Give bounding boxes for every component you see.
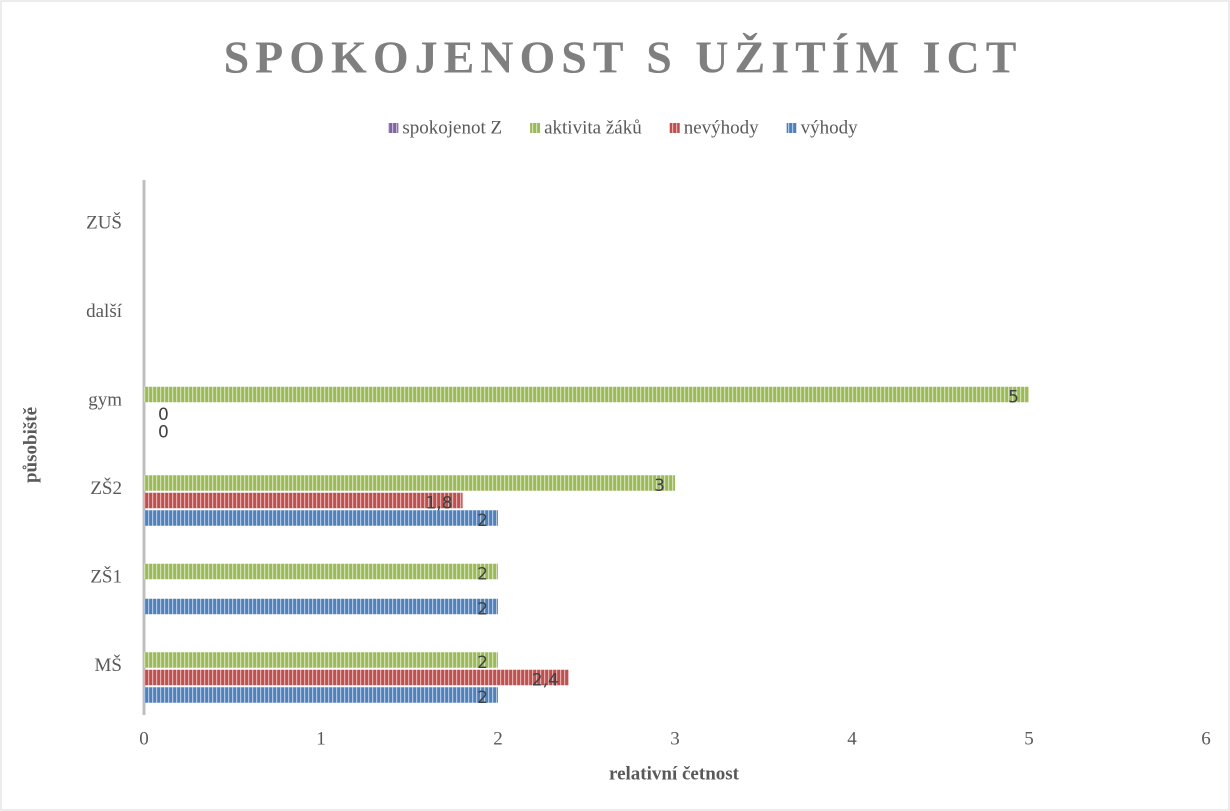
bar xyxy=(144,687,498,703)
bar xyxy=(144,510,498,526)
bar xyxy=(144,598,498,615)
data-label: 0 xyxy=(158,405,169,425)
legend-swatch xyxy=(786,123,797,133)
x-tick-label: 1 xyxy=(316,728,326,749)
y-axis-title: působiště xyxy=(20,407,41,483)
y-tick-label: ZŠ1 xyxy=(90,566,122,588)
data-label: 1,8 xyxy=(426,494,453,514)
legend-label: spokojenot Z xyxy=(402,117,502,138)
data-label: 2 xyxy=(477,653,488,673)
bar xyxy=(144,563,498,580)
chart-title: SPOKOJENOST S UŽITÍM ICT xyxy=(224,32,1023,83)
x-tick-label: 5 xyxy=(1024,728,1034,749)
x-axis-title: relativní četnost xyxy=(609,763,740,784)
x-tick-label: 4 xyxy=(847,728,857,749)
y-tick-label: MŠ xyxy=(95,654,122,676)
legend-swatch xyxy=(669,123,680,133)
bar xyxy=(144,475,675,491)
y-tick-label: gym xyxy=(88,390,122,411)
legend-swatch xyxy=(388,123,399,133)
data-label: 2 xyxy=(477,565,488,585)
data-label: 2 xyxy=(477,688,488,708)
bar xyxy=(144,652,498,668)
legend-swatch xyxy=(530,123,541,133)
data-label: 5 xyxy=(1008,388,1019,408)
legend-label: aktivita žáků xyxy=(544,117,642,138)
data-label: 3 xyxy=(654,476,665,496)
legend-label: výhody xyxy=(801,117,859,138)
bar xyxy=(144,386,1029,403)
y-tick-label: další xyxy=(86,301,123,322)
x-tick-label: 6 xyxy=(1201,728,1211,749)
x-tick-label: 0 xyxy=(139,728,149,749)
bar xyxy=(144,669,569,686)
bar xyxy=(144,492,463,509)
x-tick-label: 3 xyxy=(670,728,680,749)
data-label: 2,4 xyxy=(532,671,559,691)
y-tick-label: ZŠ2 xyxy=(90,477,122,499)
legend-label: nevýhody xyxy=(684,117,759,138)
x-tick-label: 2 xyxy=(493,728,503,749)
y-tick-label: ZUŠ xyxy=(86,212,122,234)
data-label: 2 xyxy=(477,600,488,620)
data-label: 2 xyxy=(477,511,488,531)
data-label: 0 xyxy=(158,423,169,443)
